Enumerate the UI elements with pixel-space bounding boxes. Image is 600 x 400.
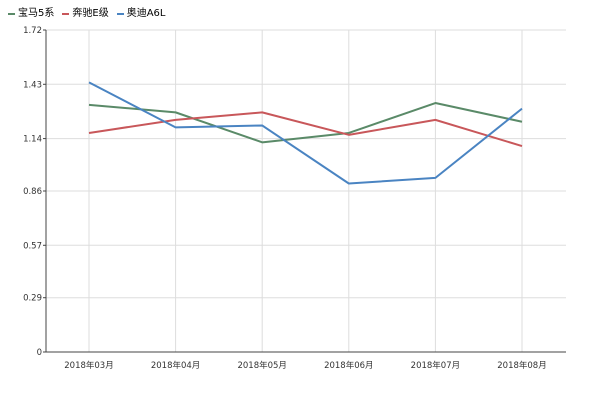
chart-legend: 宝马5系 奔驰E级 奥迪A6L [8, 8, 165, 20]
legend-swatch-bmw [8, 13, 15, 15]
series-line-3[interactable] [88, 81, 523, 185]
legend-item-audi[interactable]: 奥迪A6L [116, 8, 166, 20]
legend-swatch-benz [62, 13, 70, 15]
y-tick-label: 0.29 [23, 294, 42, 304]
y-tick-label: 1.14 [23, 135, 42, 145]
y-tick-label: 0 [37, 348, 42, 358]
series-line-2[interactable] [88, 111, 523, 148]
chart-tick-labels: 0 0.29 0.57 0.86 1.14 1.43 1.72 2018年03月 2018年04… [23, 26, 547, 371]
y-tick-label: 0.86 [23, 187, 42, 197]
series-line-1[interactable] [88, 102, 523, 144]
legend-label-benz: 奔驰E级 [72, 8, 109, 19]
x-tick-label: 2018年04月 [151, 360, 200, 371]
legend-label-audi: 奥迪A6L [126, 8, 166, 19]
x-tick-label: 2018年05月 [237, 360, 286, 371]
legend-item-bmw[interactable]: 宝马5系 [8, 8, 54, 20]
x-tick-label: 2018年08月 [497, 360, 546, 371]
y-tick-label: 0.57 [23, 241, 42, 251]
chart-grid [46, 29, 566, 352]
x-tick-label: 2018年03月 [64, 360, 113, 371]
y-tick-label: 1.43 [23, 80, 42, 90]
chart-axes [43, 29, 566, 353]
legend-item-benz[interactable]: 奔驰E级 [62, 8, 109, 20]
x-tick-label: 2018年06月 [324, 360, 373, 371]
legend-swatch-audi [116, 13, 124, 15]
chart-series [88, 81, 523, 185]
y-tick-label: 1.72 [23, 26, 42, 36]
x-tick-label: 2018年07月 [411, 360, 460, 371]
legend-label-bmw: 宝马5系 [18, 8, 55, 19]
